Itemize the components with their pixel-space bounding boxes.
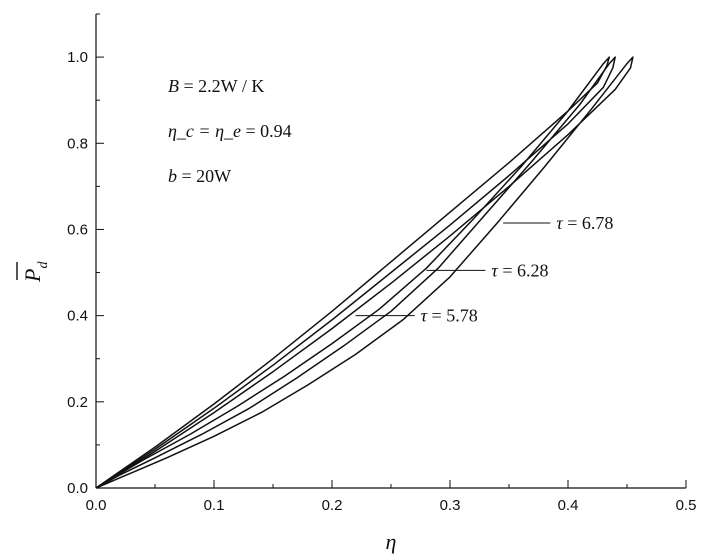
x-axis-title: η: [386, 529, 397, 554]
x-tick-label: 0.3: [440, 497, 461, 514]
param-rhs: = 20W: [177, 166, 231, 186]
callout-tau: τ: [421, 306, 428, 326]
series-line-1: [95, 56, 634, 489]
x-tick-label: 0.5: [676, 497, 697, 514]
param-rhs: = 2.2W / K: [179, 76, 264, 96]
series-line-2: [95, 56, 616, 489]
param-rhs: = 0.94: [241, 121, 292, 141]
callouts: τ = 6.78τ = 6.28τ = 5.78: [355, 213, 613, 326]
y-axis-title-symbol: P: [20, 269, 45, 283]
param-line-3: b = 20W: [168, 166, 231, 186]
callout-label-1: τ = 6.78: [556, 213, 613, 233]
y-tick-label: 0.8: [67, 135, 88, 152]
y-tick-label: 0.0: [67, 480, 88, 497]
y-axis-title: Pd: [16, 261, 51, 283]
param-lhs: η_c = η_e: [168, 121, 241, 141]
param-lhs: B: [168, 76, 179, 96]
y-tick-label: 0.4: [67, 308, 88, 325]
ticks: 0.0 0.1 0.2 0.3 0.4 0.5 0.0 0.2 0.4 0.6 0.8 1.0: [67, 13, 697, 514]
series-group: [95, 56, 634, 489]
callout-value: = 6.28: [498, 260, 549, 280]
y-tick-label: 1.0: [67, 49, 88, 66]
y-axis-title-subscript: d: [36, 261, 51, 269]
callout-label-3: τ = 5.78: [421, 306, 478, 326]
y-tick-label: 0.6: [67, 221, 88, 238]
param-lhs: b: [168, 166, 177, 186]
param-line-1: B = 2.2W / K: [168, 76, 264, 96]
callout-tau: τ: [491, 260, 498, 280]
y-tick-label: 0.2: [67, 394, 88, 411]
x-tick-label: 0.2: [322, 497, 343, 514]
x-tick-label: 0.0: [86, 497, 107, 514]
series-line-3: [95, 56, 611, 489]
callout-label-2: τ = 6.28: [491, 260, 548, 280]
x-tick-label: 0.1: [204, 497, 225, 514]
svg-text:Pd: Pd: [20, 261, 51, 283]
param-line-2: η_c = η_e = 0.94: [168, 121, 292, 141]
parameter-block: B = 2.2W / K η_c = η_e = 0.94 b = 20W: [168, 76, 292, 186]
callout-value: = 6.78: [563, 213, 614, 233]
callout-tau: τ: [556, 213, 563, 233]
x-tick-label: 0.4: [558, 497, 579, 514]
callout-value: = 5.78: [427, 306, 478, 326]
